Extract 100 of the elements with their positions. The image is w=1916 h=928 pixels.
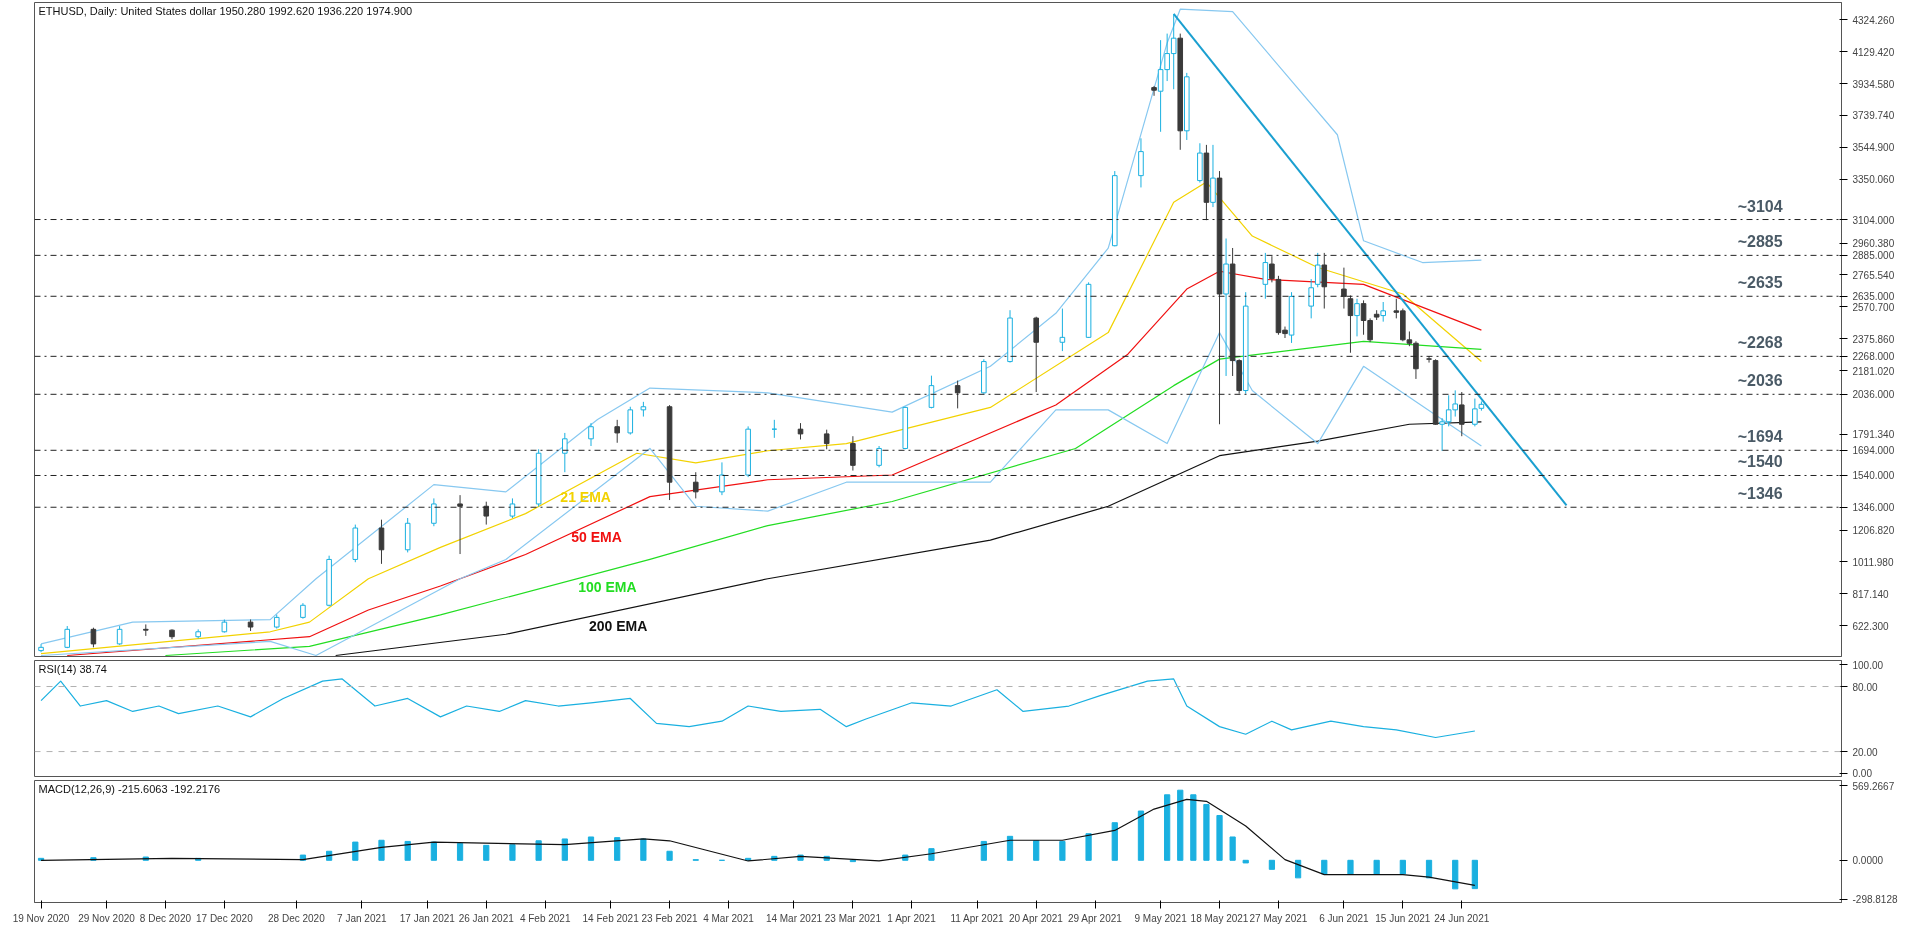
ref-line-label: ~1694 xyxy=(1737,428,1783,446)
bar xyxy=(1347,859,1354,875)
ref-line-label: ~1346 xyxy=(1737,485,1783,503)
bar xyxy=(1033,840,1040,861)
x-tick-label: 7 Jan 2021 xyxy=(337,912,388,924)
y-tick-label: 4129.420 xyxy=(1852,46,1895,58)
candlestick xyxy=(1151,85,1157,97)
y-tick-label: 1791.340 xyxy=(1852,429,1895,441)
candlestick xyxy=(614,419,620,444)
line-series xyxy=(40,798,1476,887)
y-tick-label: 1694.000 xyxy=(1852,445,1895,457)
bar xyxy=(587,836,595,861)
x-tick-label: 29 Apr 2021 xyxy=(1067,912,1123,924)
candlestick xyxy=(483,501,490,526)
bar xyxy=(980,840,987,861)
ref-line-label: ~1540 xyxy=(1737,453,1783,471)
line-series xyxy=(335,421,1483,657)
ref-line-label: ~2268 xyxy=(1737,334,1783,352)
x-tick-label: 23 Mar 2021 xyxy=(824,912,882,924)
candlestick xyxy=(1347,294,1354,354)
candlestick xyxy=(627,406,634,436)
x-tick-label: 14 Feb 2021 xyxy=(582,912,640,924)
series-label: 200 EMA xyxy=(588,618,648,635)
y-tick-label: 2268.000 xyxy=(1852,351,1895,363)
bar xyxy=(1059,840,1066,861)
y-tick-label: 3544.900 xyxy=(1852,142,1895,154)
x-tick-label: 17 Jan 2021 xyxy=(399,912,456,924)
y-tick-label: 1011.980 xyxy=(1852,556,1894,568)
bar xyxy=(1216,814,1223,861)
ref-line-label: ~2635 xyxy=(1737,274,1783,292)
candlestick xyxy=(38,643,44,653)
bar xyxy=(352,841,359,861)
bar xyxy=(1137,810,1145,861)
series-label: 100 EMA xyxy=(578,578,637,595)
y-tick-label: 2885.000 xyxy=(1852,250,1895,262)
x-tick-label: 1 Apr 2021 xyxy=(887,912,937,924)
line-series xyxy=(40,678,1476,739)
bar xyxy=(1399,859,1406,875)
x-tick-label: 11 Apr 2021 xyxy=(950,912,1005,924)
y-tick-label: 622.300 xyxy=(1852,620,1890,632)
y-tick-label: 2375.860 xyxy=(1852,333,1895,345)
bar xyxy=(1203,803,1210,861)
bar xyxy=(561,838,568,861)
candlestick xyxy=(1269,255,1275,283)
bar xyxy=(1471,859,1478,890)
bar xyxy=(1006,835,1014,861)
x-tick-label: 4 Mar 2021 xyxy=(703,912,755,924)
series-label: 21 EMA xyxy=(560,489,611,506)
x-tick-label: 20 Apr 2021 xyxy=(1008,912,1064,924)
candlestick xyxy=(1354,298,1360,337)
y-tick-label: 1206.820 xyxy=(1852,525,1895,537)
y-tick-label: 3739.740 xyxy=(1852,110,1895,122)
series-label: 50 EMA xyxy=(571,529,622,546)
candlestick xyxy=(378,519,385,565)
bar xyxy=(1452,859,1459,890)
bar xyxy=(614,837,621,861)
bar xyxy=(640,838,647,861)
candlestick xyxy=(1308,278,1314,319)
x-tick-label: 24 Jun 2021 xyxy=(1434,912,1490,924)
ref-line-label: ~3104 xyxy=(1737,197,1783,215)
candlestick xyxy=(876,445,882,468)
bar xyxy=(666,850,673,861)
candlestick xyxy=(1380,301,1386,323)
line-series xyxy=(40,181,1483,655)
line-series xyxy=(40,8,1483,645)
candlestick xyxy=(1341,267,1347,310)
bar xyxy=(1242,859,1249,864)
y-tick-label: 2036.000 xyxy=(1852,389,1895,401)
y-tick-label: 2181.020 xyxy=(1852,365,1895,377)
bar xyxy=(1229,836,1236,861)
y-tick-label: 2960.380 xyxy=(1852,238,1895,250)
ref-line-label: ~2036 xyxy=(1737,372,1783,390)
candlestick xyxy=(954,380,961,409)
chart-title: ETHUSD, Daily: United States dollar 1950.280 1992.620 1936.220 1974.900 xyxy=(38,4,413,17)
bar xyxy=(1085,833,1092,861)
candlestick xyxy=(562,432,568,473)
bar xyxy=(535,840,542,861)
bar xyxy=(1373,859,1380,875)
bar xyxy=(1294,859,1302,879)
candlestick xyxy=(90,627,97,648)
y-tick-label: 2765.540 xyxy=(1852,269,1895,281)
bar xyxy=(430,841,437,861)
x-tick-label: 9 May 2021 xyxy=(1134,912,1188,924)
x-tick-label: 29 Nov 2020 xyxy=(78,912,136,924)
candlestick xyxy=(1472,398,1478,427)
y-tick-label: 4324.260 xyxy=(1852,14,1895,26)
bar xyxy=(1425,859,1433,879)
y-tick-label: 817.140 xyxy=(1852,588,1890,600)
x-tick-label: 15 Jun 2021 xyxy=(1375,912,1431,924)
candlestick xyxy=(588,422,594,447)
x-tick-label: 26 Jan 2021 xyxy=(458,912,515,924)
ref-line-label: ~2885 xyxy=(1737,233,1783,251)
candlestick xyxy=(143,623,149,637)
y-tick-label: 3104.000 xyxy=(1852,214,1895,226)
x-tick-label: 4 Feb 2021 xyxy=(519,912,571,924)
candlestick xyxy=(457,494,463,555)
y-tick-label: 0.00 xyxy=(1852,768,1873,780)
y-tick-label: 1540.000 xyxy=(1852,470,1895,482)
x-tick-label: 27 May 2021 xyxy=(1249,912,1308,924)
bar xyxy=(1111,822,1118,861)
